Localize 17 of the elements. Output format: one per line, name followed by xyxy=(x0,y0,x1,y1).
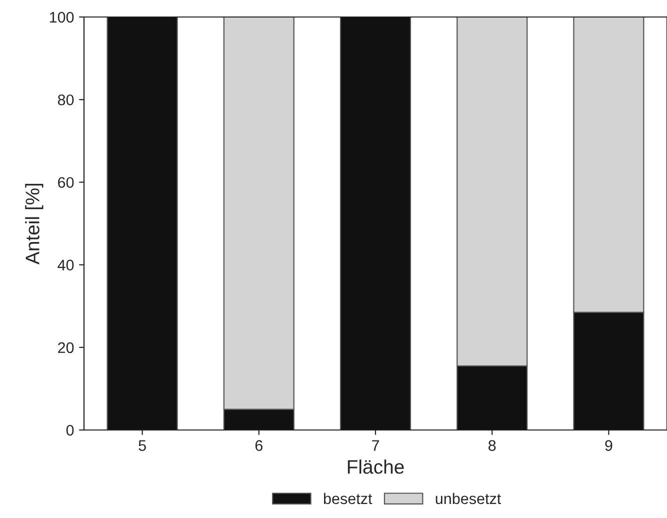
bar xyxy=(340,17,412,430)
y-tick-label: 80 xyxy=(58,94,74,106)
x-tick-label: 7 xyxy=(372,440,379,451)
x-tick-label: 8 xyxy=(488,440,496,451)
legend-label: besetzt xyxy=(324,492,372,504)
x-axis-title: Fläche xyxy=(348,460,404,474)
y-tick-label: 40 xyxy=(58,260,74,270)
x-tick-label: 9 xyxy=(605,440,612,451)
x-tick-label: 5 xyxy=(138,440,146,451)
bar xyxy=(106,17,178,430)
y-tick-label: 20 xyxy=(58,342,74,354)
legend-label: unbesetzt xyxy=(436,492,502,504)
y-axis-title: Anteil [%] xyxy=(25,184,44,265)
y-tick-label: 0 xyxy=(66,424,74,436)
y-tick-label: 60 xyxy=(58,177,74,188)
x-tick-label: 6 xyxy=(255,440,262,451)
y-tick-label: 100 xyxy=(50,12,74,23)
